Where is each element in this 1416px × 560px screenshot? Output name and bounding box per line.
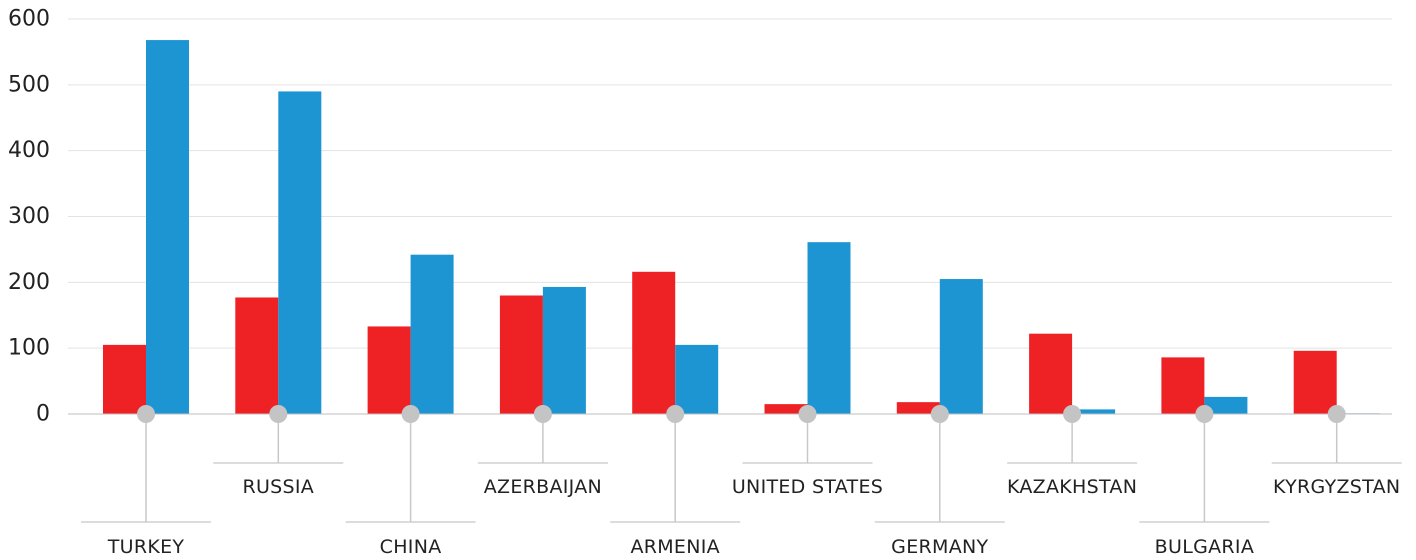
y-tick-label: 0 bbox=[36, 402, 50, 427]
bar-germany-series-2 bbox=[940, 279, 983, 414]
y-axis-tick-labels: 0 100 200 300 400 500 600 bbox=[8, 7, 50, 427]
category-label: UNITED STATES bbox=[732, 476, 883, 498]
category-label: TURKEY bbox=[107, 536, 185, 558]
bars bbox=[103, 40, 1380, 414]
bar-turkey-series-2 bbox=[146, 40, 189, 414]
bar-azerbaijan-series-1 bbox=[500, 296, 543, 415]
bar-united-states-series-2 bbox=[808, 242, 851, 414]
category-label: GERMANY bbox=[891, 536, 988, 558]
category-marker bbox=[534, 405, 552, 423]
y-tick-label: 500 bbox=[8, 72, 50, 97]
bar-kyrgyzstan-series-1 bbox=[1294, 351, 1337, 414]
category-marker bbox=[137, 405, 155, 423]
category-marker bbox=[1063, 405, 1081, 423]
bar-azerbaijan-series-2 bbox=[543, 287, 586, 414]
bar-turkey-series-1 bbox=[103, 345, 146, 414]
category-label: BULGARIA bbox=[1155, 536, 1254, 558]
category-label: KAZAKHSTAN bbox=[1007, 476, 1137, 498]
category-label: RUSSIA bbox=[242, 476, 314, 498]
y-tick-label: 600 bbox=[8, 7, 50, 32]
bar-bulgaria-series-1 bbox=[1161, 357, 1204, 414]
category-marker bbox=[666, 405, 684, 423]
y-tick-label: 100 bbox=[8, 336, 50, 361]
bar-china-series-2 bbox=[411, 255, 454, 414]
category-labels: TURKEY RUSSIA CHINA AZERBAIJAN ARMENIA UNITED… bbox=[107, 476, 1401, 558]
y-tick-label: 200 bbox=[8, 270, 50, 295]
category-label: CHINA bbox=[380, 536, 442, 558]
y-tick-label: 300 bbox=[8, 204, 50, 229]
bar-armenia-series-2 bbox=[675, 345, 718, 414]
bar-russia-series-2 bbox=[278, 91, 321, 414]
x-axis bbox=[68, 405, 1402, 522]
category-label: KYRGYZSTAN bbox=[1273, 476, 1400, 498]
category-label: ARMENIA bbox=[630, 536, 720, 558]
bar-china-series-1 bbox=[368, 326, 411, 414]
category-marker bbox=[269, 405, 287, 423]
category-marker bbox=[402, 405, 420, 423]
bar-kazakhstan-series-1 bbox=[1029, 334, 1072, 414]
bar-russia-series-1 bbox=[235, 297, 278, 414]
category-marker bbox=[799, 405, 817, 423]
y-tick-label: 400 bbox=[8, 138, 50, 163]
bar-armenia-series-1 bbox=[632, 272, 675, 414]
category-marker bbox=[1328, 405, 1346, 423]
category-marker bbox=[1195, 405, 1213, 423]
category-label: AZERBAIJAN bbox=[484, 476, 602, 498]
category-marker bbox=[931, 405, 949, 423]
